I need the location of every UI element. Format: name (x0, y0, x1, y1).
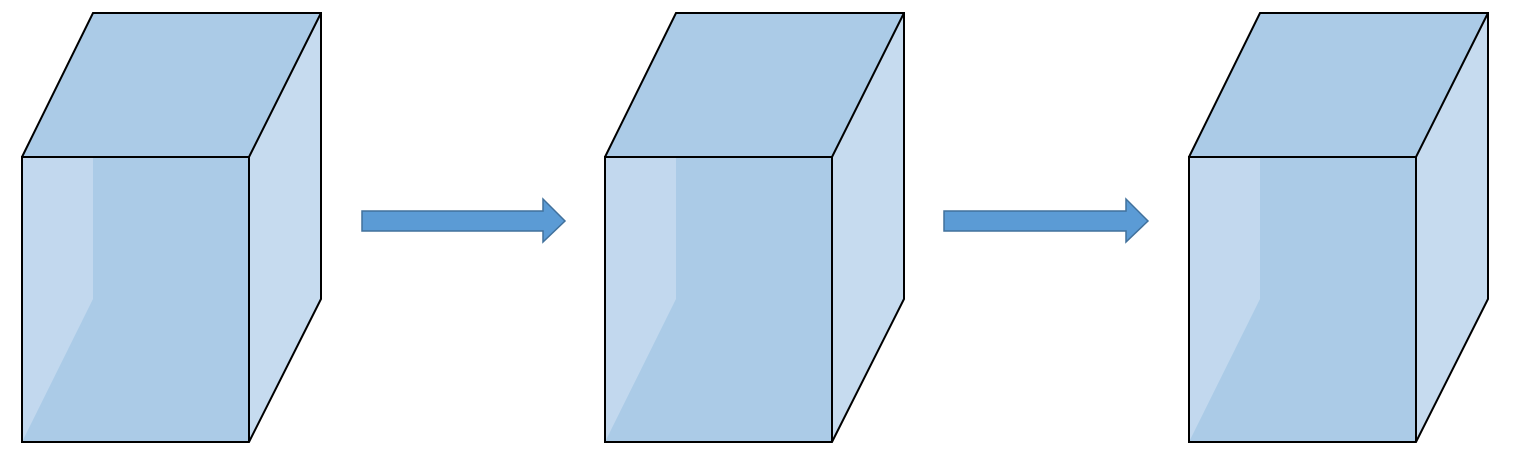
box-3 (1188, 12, 1489, 443)
arrow-2 (943, 197, 1150, 244)
arrow-1 (361, 197, 567, 244)
arrow-1-shape (361, 197, 567, 244)
box-1-top-face (22, 13, 321, 157)
arrow-2-shape (943, 197, 1150, 244)
box-1 (21, 12, 322, 443)
box-2-light-strip (605, 157, 676, 442)
box-3-top-face (1189, 13, 1488, 157)
box-2-top-face (605, 13, 904, 157)
box-1-light-strip (22, 157, 93, 442)
box-2 (604, 12, 905, 443)
box-3-light-strip (1189, 157, 1260, 442)
